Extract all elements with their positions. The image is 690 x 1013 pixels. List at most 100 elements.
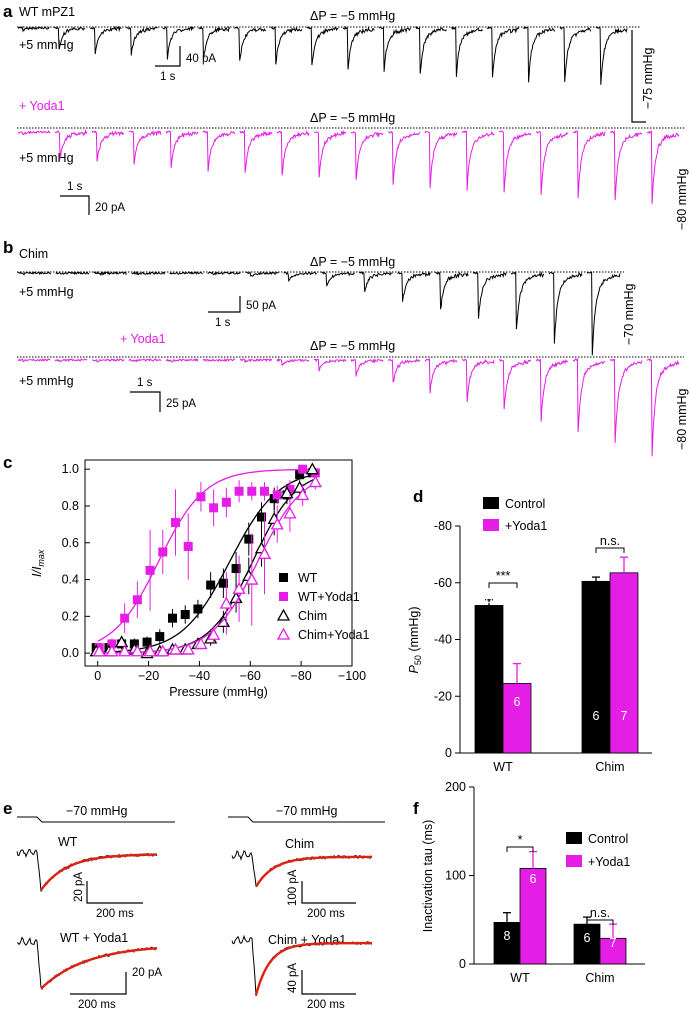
panel-b-scale-bottom-x: 1 s bbox=[137, 377, 153, 389]
legend-marker bbox=[276, 627, 291, 640]
sweep-trace bbox=[451, 26, 483, 77]
data-point bbox=[232, 581, 246, 594]
y-tick-label: -40 bbox=[434, 633, 452, 647]
sweep-trace bbox=[91, 358, 125, 363]
wt-fit bbox=[40, 853, 157, 891]
panel-a-scale-bottom-x: 1 s bbox=[67, 181, 83, 193]
y-tick-label: 0 bbox=[459, 957, 466, 971]
sweep-trace bbox=[165, 130, 199, 168]
panel-a-wt-label: WT mPZ1 bbox=[19, 5, 75, 19]
data-point bbox=[231, 564, 241, 574]
chart-c: 0 −20 −40 −60 −80 −100 0.0 0.2 0.4 0.6 0.8 1.0 Press… bbox=[30, 459, 370, 699]
sweep-trace bbox=[165, 358, 199, 363]
data-point bbox=[143, 644, 157, 657]
panel-e-letter: e bbox=[3, 799, 12, 818]
x-tick-label: −40 bbox=[189, 669, 210, 683]
legend-swatch bbox=[566, 832, 582, 844]
sweep-trace bbox=[306, 26, 339, 66]
n-label: 8 bbox=[486, 592, 493, 606]
y-tick-label: 0 bbox=[445, 746, 452, 760]
data-point bbox=[296, 488, 310, 501]
panel-e-wt-scale-x: 200 ms bbox=[96, 908, 134, 920]
y-tick-label: 0.2 bbox=[62, 609, 79, 623]
sweep-trace bbox=[586, 271, 621, 356]
data-point bbox=[120, 613, 130, 623]
panel-a: a WT mPZ1 ΔP = −5 mmHg +5 mmHg 40 pA 1 s… bbox=[3, 2, 689, 230]
sweep-trace bbox=[162, 25, 195, 60]
sweep-trace bbox=[126, 26, 158, 56]
data-point bbox=[257, 546, 272, 559]
sweep-trace bbox=[54, 128, 88, 160]
sweep-trace bbox=[276, 129, 310, 176]
y-tick-label: -80 bbox=[434, 519, 452, 533]
x-tick-label: −60 bbox=[240, 669, 261, 683]
sweep-trace bbox=[128, 358, 162, 363]
n-label: 7 bbox=[610, 936, 617, 950]
significance-label: n.s. bbox=[600, 534, 620, 548]
sweep-trace bbox=[234, 26, 267, 61]
sweep-trace bbox=[283, 271, 317, 283]
n-label: 7 bbox=[621, 709, 628, 723]
data-point bbox=[194, 637, 208, 650]
data-point bbox=[270, 517, 284, 530]
panel-a-scale-top-x: 1 s bbox=[160, 71, 176, 83]
panel-b-bottom-traces bbox=[17, 357, 680, 457]
panel-e-chim-scale-x: 200 ms bbox=[307, 908, 345, 920]
data-point bbox=[155, 632, 165, 642]
y-tick-label: 200 bbox=[445, 780, 466, 794]
sweep-trace bbox=[647, 130, 680, 204]
data-point bbox=[257, 512, 266, 522]
data-point bbox=[156, 644, 170, 657]
panel-e-wty-scalebar bbox=[70, 972, 127, 995]
n-label: 8 bbox=[504, 929, 511, 943]
legend-swatch bbox=[483, 497, 499, 509]
bar-control bbox=[474, 605, 504, 754]
sweep-trace bbox=[53, 26, 86, 50]
data-point bbox=[272, 490, 282, 500]
panel-e-step-left bbox=[17, 816, 175, 823]
panel-b-delta-p-top: ΔP = −5 mmHg bbox=[310, 255, 395, 269]
legend-label: Control bbox=[588, 832, 628, 846]
data-point bbox=[285, 484, 295, 494]
legend-marker bbox=[276, 608, 291, 621]
x-tick-label: 0 bbox=[94, 669, 101, 683]
panel-a-end-bottom: −80 mmHg bbox=[675, 168, 689, 230]
sweep-trace bbox=[131, 270, 166, 276]
sweep-trace bbox=[17, 26, 50, 33]
panel-b-scale-top-x: 1 s bbox=[215, 317, 231, 329]
sweep-trace bbox=[202, 358, 236, 363]
fit-curve-0 bbox=[97, 474, 315, 654]
panel-f: f 0 100 200 Inactivation tau (ms) 8 6 WT * 6 7 Chi… bbox=[413, 780, 645, 985]
sweep-trace bbox=[461, 130, 495, 191]
panel-d: d 0 -20 -40 -60 -80 P50 (mmHg) 8 6 WT *** 6 7 Chim n.… bbox=[407, 487, 652, 774]
data-point bbox=[158, 547, 168, 557]
sweep-trace bbox=[559, 26, 592, 82]
legend-label: Control bbox=[505, 497, 545, 511]
data-point bbox=[107, 639, 117, 649]
data-point bbox=[209, 503, 219, 513]
sweep-trace bbox=[523, 25, 556, 83]
data-point bbox=[145, 565, 155, 575]
significance-bracket bbox=[488, 582, 518, 588]
panel-e-wt-yoda: WT + Yoda1 bbox=[60, 931, 128, 945]
data-point bbox=[132, 595, 142, 605]
panel-e-chimy-scale-y: 40 pA bbox=[287, 963, 299, 993]
panel-e-wty-scale-y: 20 pA bbox=[132, 967, 162, 979]
sweep-trace bbox=[535, 358, 569, 422]
data-point bbox=[244, 534, 254, 544]
legend-label: +Yoda1 bbox=[588, 855, 630, 869]
panel-b-chim-label: Chim bbox=[19, 247, 48, 261]
panel-e-step-label-left: −70 mmHg bbox=[66, 804, 128, 818]
sweep-trace bbox=[499, 130, 532, 193]
panel-b-scale-top-y: 50 pA bbox=[246, 300, 276, 312]
data-point bbox=[180, 610, 190, 619]
sweep-trace bbox=[54, 358, 88, 363]
panel-a-start-top: +5 mmHg bbox=[19, 38, 74, 52]
sweep-trace bbox=[91, 130, 125, 162]
panel-b: b Chim ΔP = −5 mmHg +5 mmHg 50 pA 1 s −7… bbox=[3, 238, 689, 457]
bar-control bbox=[573, 923, 601, 965]
data-point bbox=[183, 541, 193, 551]
data-point bbox=[308, 475, 322, 488]
y-axis-label: I/Imax bbox=[30, 549, 46, 577]
sweep-trace bbox=[321, 271, 355, 287]
